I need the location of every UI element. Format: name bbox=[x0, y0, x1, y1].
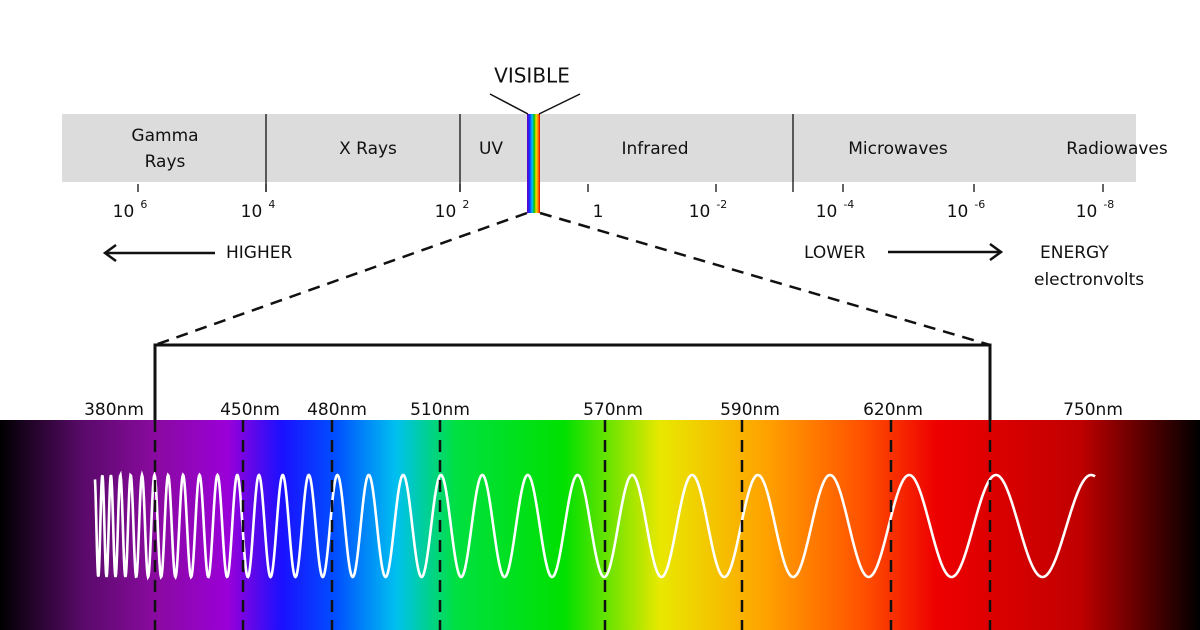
lower-label: LOWER bbox=[804, 243, 866, 263]
visible-label: VISIBLE bbox=[494, 64, 570, 88]
energy-tick-label: 10 4 bbox=[241, 198, 276, 222]
tick-exponent: 6 bbox=[140, 198, 147, 211]
wavelength-label: 620nm bbox=[863, 400, 923, 420]
dividers bbox=[265, 114, 794, 192]
wavelength-label: 380nm bbox=[84, 400, 144, 420]
wavelength-label: 570nm bbox=[583, 400, 643, 420]
energy-tick-label: 10 2 bbox=[435, 198, 470, 222]
energy-tick-label: 10 -2 bbox=[689, 198, 728, 222]
tick-base: 10 bbox=[241, 202, 263, 222]
tick-base: 10 bbox=[947, 202, 969, 222]
tick-base: 10 bbox=[113, 202, 135, 222]
wavelength-label: 590nm bbox=[720, 400, 780, 420]
tick-base: 10 bbox=[816, 202, 838, 222]
visible-spectrum bbox=[0, 420, 1200, 630]
wave bbox=[93, 470, 1096, 581]
tick-base: 1 bbox=[593, 202, 604, 222]
visible-pointer bbox=[489, 93, 581, 115]
tick-exponent: -2 bbox=[716, 198, 727, 211]
higher-label: HIGHER bbox=[226, 243, 292, 263]
wavelength-label: 510nm bbox=[410, 400, 470, 420]
energy-tick-label: 10 -8 bbox=[1076, 198, 1115, 222]
band-label: UV bbox=[479, 139, 503, 159]
wavelength-label: 750nm bbox=[1063, 400, 1123, 420]
unit-label: electronvolts bbox=[1034, 270, 1144, 290]
wavelength-label: 450nm bbox=[220, 400, 280, 420]
tick-exponent: 4 bbox=[268, 198, 275, 211]
tick-base: 10 bbox=[435, 202, 457, 222]
tick-exponent: -6 bbox=[974, 198, 985, 211]
tick-base: 10 bbox=[689, 202, 711, 222]
zoom-bracket bbox=[153, 343, 992, 420]
tick-exponent: 2 bbox=[462, 198, 469, 211]
wavelength-label: 480nm bbox=[307, 400, 367, 420]
zoom-lines bbox=[154, 211, 991, 347]
tick-exponent: -4 bbox=[843, 198, 854, 211]
energy-tick-label: 10 6 bbox=[113, 198, 148, 222]
band-label: Radiowaves bbox=[1066, 139, 1168, 159]
band-label: X Rays bbox=[339, 139, 397, 159]
band-label: Rays bbox=[145, 152, 186, 172]
energy-label: ENERGY bbox=[1040, 243, 1109, 263]
visible-strip bbox=[527, 114, 540, 213]
energy-tick-label: 1 bbox=[593, 202, 604, 222]
band-label: Infrared bbox=[621, 139, 688, 159]
band-label: Gamma bbox=[131, 126, 198, 146]
tick-base: 10 bbox=[1076, 202, 1098, 222]
tick-exponent: -8 bbox=[1103, 198, 1114, 211]
band-label: Microwaves bbox=[848, 139, 948, 159]
band-bar bbox=[62, 114, 1136, 182]
energy-arrows bbox=[102, 242, 1004, 263]
energy-tick-label: 10 -4 bbox=[816, 198, 855, 222]
energy-tick-label: 10 -6 bbox=[947, 198, 986, 222]
